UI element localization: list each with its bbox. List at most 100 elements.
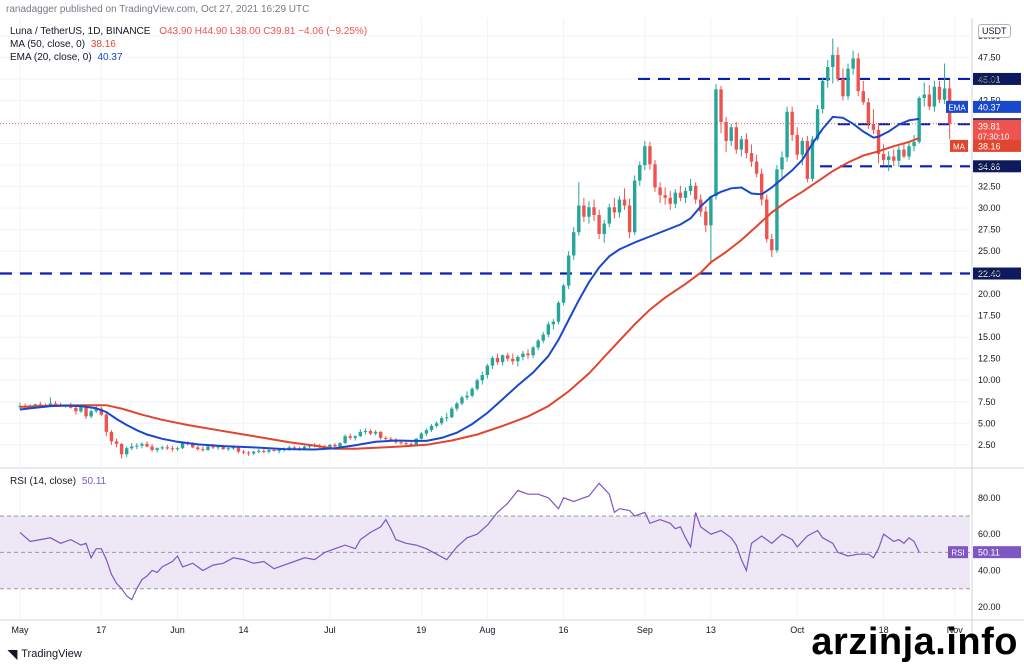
candle-body (333, 444, 337, 447)
candle-body (541, 334, 545, 341)
time-axis: May 17 Jun 14 Jul 19 Aug 16 Sep 13 Oct 18 Nov (11, 625, 963, 635)
last-price-box (973, 119, 1021, 142)
candle-body (373, 431, 378, 434)
candle-body (927, 94, 932, 107)
candle-body (221, 446, 225, 450)
rsi-legend[interactable]: RSI (14, close) 50.11 (10, 476, 106, 487)
ma-legend-value: 38.16 (90, 39, 116, 50)
x-tick-label: 17 (96, 625, 106, 635)
rsi-tick-label: 80.00 (978, 493, 1001, 503)
candle-body (612, 207, 617, 213)
tradingview-logo[interactable]: ◥ TradingView (8, 647, 82, 661)
candle-body (511, 358, 515, 362)
x-tick-label: May (11, 625, 29, 635)
candle-body (739, 139, 744, 150)
ema-legend-label: EMA (20, close, 0) (10, 52, 92, 63)
y-tick-label: 17.50 (978, 311, 1001, 321)
rsi-tag-label: RSI (951, 549, 964, 558)
y-tick-label: 25.00 (978, 246, 1001, 256)
candle-body (206, 446, 210, 450)
candle-body (937, 86, 942, 100)
candle-body (191, 443, 195, 448)
ema-value-label: 40.37 (978, 102, 1001, 112)
tradingview-logo-text: TradingView (21, 648, 82, 660)
x-tick-label: Oct (790, 625, 805, 635)
y-tick-label: 27.50 (978, 225, 1001, 235)
candle-body (932, 86, 937, 107)
candle-body (556, 302, 561, 322)
candle-body (500, 355, 505, 363)
y-tick-label: 2.50 (978, 440, 996, 450)
candle-body (33, 404, 37, 407)
candle-body (389, 438, 393, 440)
price-axis: 2.50 5.00 7.50 10.00 12.50 15.00 17.50 20.00 22.… (946, 31, 1021, 450)
candle-body (470, 388, 474, 396)
candle-body (805, 140, 810, 179)
ma-value-box (973, 139, 1021, 152)
candle-body (175, 448, 180, 450)
ema20-line (19, 115, 920, 451)
last-price-label: 39.81 (978, 122, 1001, 132)
candle-body (368, 431, 373, 434)
candle-body (521, 353, 525, 358)
rsi-tick-label: 20.00 (978, 602, 1001, 612)
candle-body (744, 139, 749, 154)
candle-body (119, 443, 124, 455)
candle-body (104, 414, 109, 432)
candle-body (561, 285, 566, 303)
candle-body (236, 447, 241, 452)
x-tick-label: Aug (479, 625, 495, 635)
y-tick-label: 30.00 (978, 203, 1001, 213)
candle-body (353, 436, 357, 438)
ma-legend-label: MA (50, close, 0) (10, 39, 86, 50)
candle-body (277, 449, 281, 451)
level-tag-label: 34.86 (978, 162, 1001, 172)
candle-body (876, 129, 881, 154)
ema-legend[interactable]: EMA (20, close, 0) 40.37 (10, 52, 123, 63)
x-tick-label: 19 (416, 625, 426, 635)
candle-body (734, 127, 738, 150)
ma-legend[interactable]: MA (50, close, 0) 38.16 (10, 39, 116, 50)
currency-badge[interactable]: USDT (978, 24, 1011, 38)
rsi-legend-label: RSI (14, close) (10, 476, 77, 487)
candle-body (546, 324, 551, 335)
candle-body (404, 443, 408, 445)
ohlc-values: O43.90 H44.90 L38.00 C39.81 −4.06 (−9.25… (159, 26, 368, 37)
candle-body (53, 403, 58, 405)
candle-body (241, 451, 246, 453)
candle-body (439, 418, 444, 424)
candle-body (709, 196, 713, 226)
candle-body (871, 123, 876, 130)
candle-body (577, 205, 581, 233)
candle-body (693, 185, 698, 200)
candle-body (826, 66, 830, 81)
moving-averages (19, 115, 920, 451)
watermark: arzinja.info (811, 621, 1018, 663)
rsi-value-label: 50.11 (978, 548, 1000, 558)
candle-body (328, 444, 332, 448)
candle-body (749, 153, 754, 162)
candle-body (450, 408, 454, 418)
candle-body (841, 79, 845, 97)
candle-body (526, 353, 530, 356)
publisher-line: ranadagger published on TradingView.com,… (6, 4, 310, 15)
candle-body (150, 446, 154, 450)
candle-body (663, 195, 667, 198)
ema-value-box (973, 100, 1021, 113)
candle-body (602, 223, 606, 234)
y-tick-label: 10.00 (978, 375, 1001, 385)
candle-body (902, 149, 906, 157)
y-tick-label: 32.50 (978, 182, 1001, 192)
candle-body (267, 449, 271, 452)
rsi-tick-label: 60.00 (978, 529, 1001, 539)
rsi-tick-label: 40.00 (978, 566, 1001, 576)
candle-body (724, 122, 728, 141)
candle-body (343, 436, 347, 444)
candle-body (780, 157, 784, 170)
candle-body (505, 355, 510, 359)
candle-body (851, 58, 855, 69)
level-tag-box (973, 267, 1021, 280)
candle-body (551, 321, 556, 325)
candle-body (302, 446, 307, 450)
